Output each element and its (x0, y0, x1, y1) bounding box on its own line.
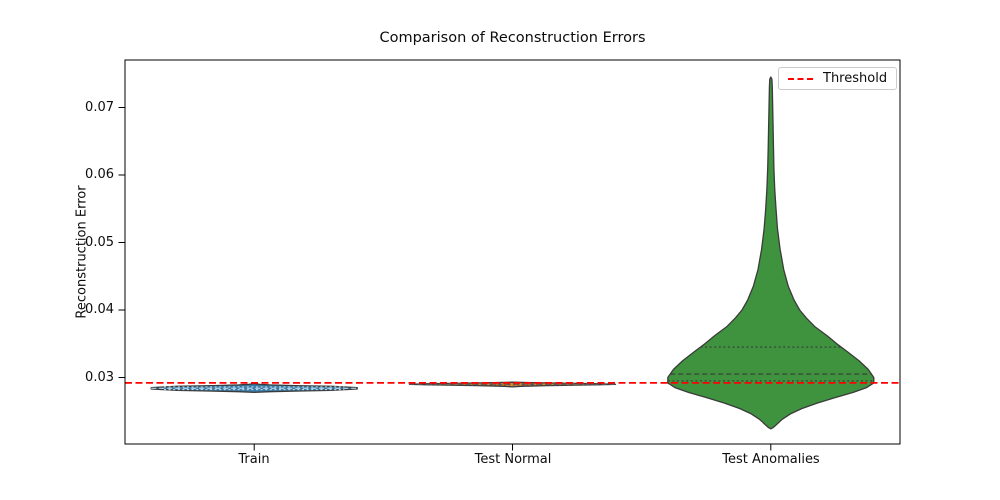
legend-label-threshold: Threshold (823, 71, 888, 86)
x-tick-label-test-anomalies: Test Anomalies (722, 452, 820, 467)
axes-frame (124, 59, 901, 445)
y-tick-label-0.06: 0.06 (85, 167, 114, 182)
y-tick-label-0.05: 0.05 (85, 235, 114, 250)
threshold-dash-icon (788, 77, 815, 80)
chart-title: Comparison of Reconstruction Errors (379, 30, 646, 46)
y-axis-label: Reconstruction Error (74, 185, 90, 319)
y-tick-label-0.03: 0.03 (85, 370, 114, 385)
y-tick-label-0.04: 0.04 (85, 302, 114, 317)
violin-train (150, 382, 358, 394)
y-tick-label-0.07: 0.07 (85, 100, 114, 115)
x-tick-label-train: Train (238, 452, 270, 467)
tick-marks (118, 107, 772, 451)
x-tick-label-test-normal: Test Normal (474, 452, 552, 467)
axes-layer (118, 59, 901, 451)
violin-test-anomalies (667, 76, 875, 430)
violins-layer (150, 76, 875, 430)
legend: Threshold (778, 67, 898, 90)
